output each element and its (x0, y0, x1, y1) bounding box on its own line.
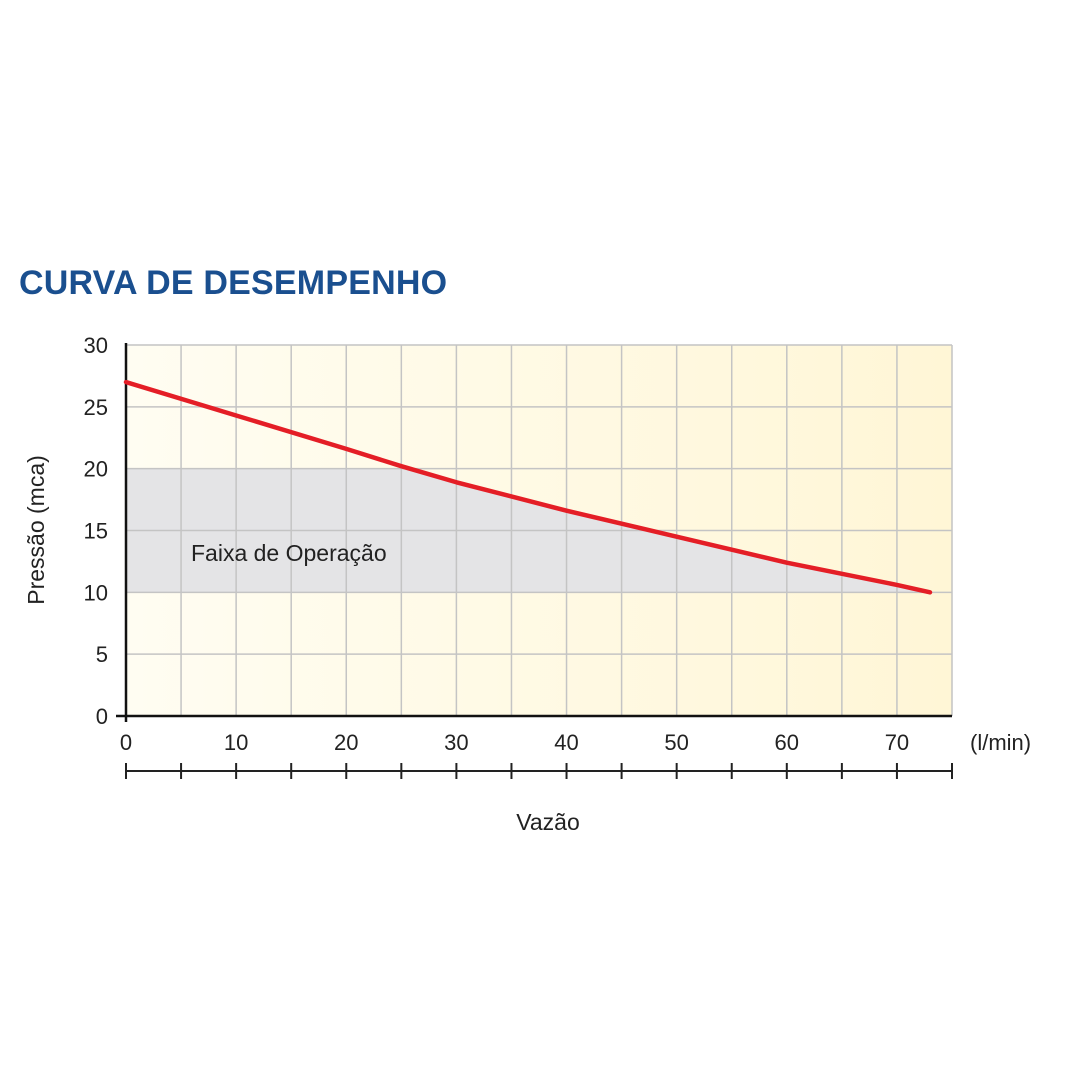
x-tick-label: 0 (120, 730, 132, 755)
x-tick-label: 30 (444, 730, 468, 755)
y-tick-label: 30 (84, 333, 108, 358)
y-tick-label: 25 (84, 395, 108, 420)
performance-curve (123, 379, 933, 595)
x-unit-label: (l/min) (970, 730, 1031, 755)
y-tick-label: 20 (84, 457, 108, 482)
y-tick-label: 15 (84, 519, 108, 544)
x-tick-label: 70 (885, 730, 909, 755)
y-tick-label: 5 (96, 642, 108, 667)
chart-title: CURVA DE DESEMPENHO (19, 264, 448, 302)
x-tick-label: 60 (775, 730, 799, 755)
band-label: Faixa de Operação (191, 540, 387, 566)
x-tick-label: 50 (664, 730, 688, 755)
x-tick-label: 20 (334, 730, 358, 755)
y-tick-label: 0 (96, 704, 108, 729)
y-axis-label: Pressão (mca) (23, 455, 49, 605)
x-tick-label: 10 (224, 730, 248, 755)
y-tick-label: 10 (84, 580, 108, 605)
x-axis-label: Vazão (516, 809, 580, 835)
x-tick-label: 40 (554, 730, 578, 755)
